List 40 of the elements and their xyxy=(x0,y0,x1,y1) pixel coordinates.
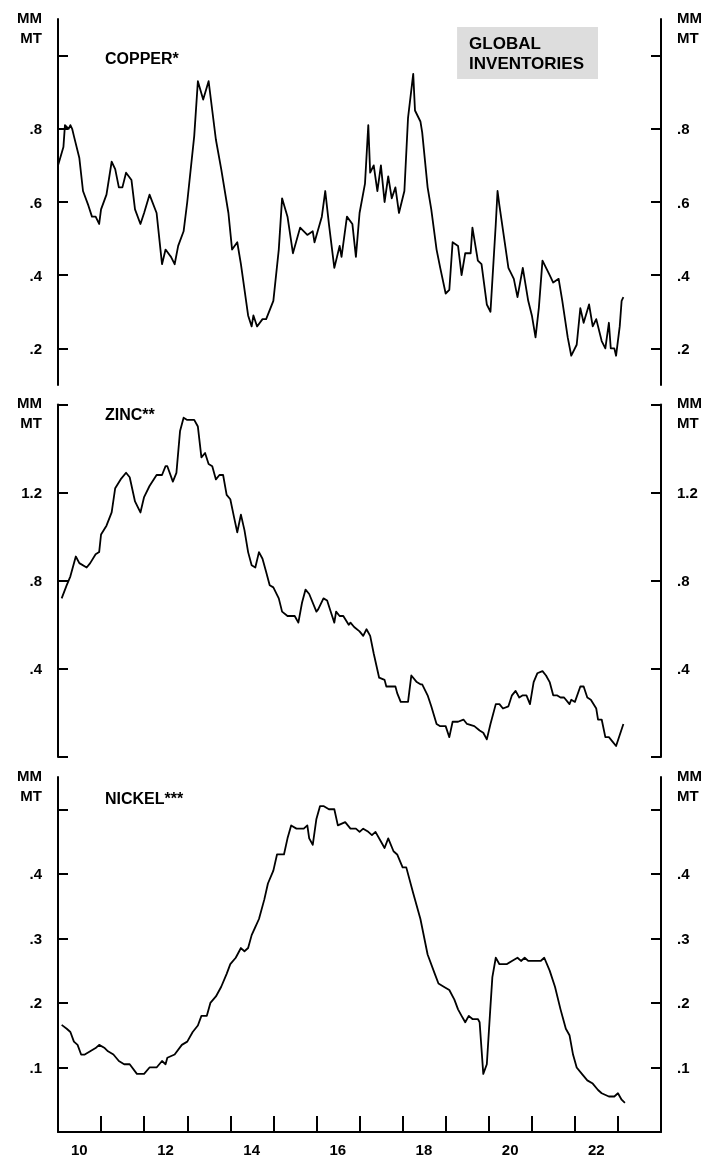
y-tick-label: 1.2 xyxy=(21,484,42,502)
x-tick-label: 10 xyxy=(71,1141,88,1158)
y2-tick-label: .6 xyxy=(677,193,690,211)
text: NICKEL*** xyxy=(105,789,185,807)
y2-axis-title: MM MT xyxy=(677,394,703,431)
x-tick-label: 14 xyxy=(243,1141,261,1158)
y2-tick-label: .2 xyxy=(677,994,690,1012)
y-tick-label: .3 xyxy=(29,929,42,947)
x-tick-label: 18 xyxy=(415,1141,433,1158)
y-tick-label: .4 xyxy=(29,660,43,678)
y2-axis-title: MM MT xyxy=(677,8,703,46)
y2-tick-label: .4 xyxy=(677,266,691,284)
x-tick-label: 20 xyxy=(501,1141,519,1158)
line-series xyxy=(60,805,626,1104)
y-tick-label: .1 xyxy=(29,1058,42,1076)
y-tick-label: .4 xyxy=(29,865,43,883)
x-tick-label: 22 xyxy=(587,1141,605,1158)
y2-tick-label: .8 xyxy=(677,572,690,590)
y2-tick-label: .4 xyxy=(677,865,691,883)
y2-tick-label: 1.2 xyxy=(677,484,698,502)
text: COPPER* xyxy=(105,49,180,67)
y-tick-label: .8 xyxy=(29,572,42,590)
y-tick-label: .6 xyxy=(29,193,42,211)
y-tick-label: .2 xyxy=(29,994,42,1012)
y-tick-label: .8 xyxy=(29,120,42,138)
y2-axis-title: MM MT xyxy=(677,766,703,804)
y2-tick-label: .3 xyxy=(677,929,690,947)
annotation: GLOBAL INVENTORIES xyxy=(469,33,584,73)
y-tick-label: .2 xyxy=(29,339,42,357)
y2-tick-label: .1 xyxy=(677,1058,690,1076)
x-tick-label: 16 xyxy=(329,1141,347,1158)
chart-title: ZINC** xyxy=(105,405,156,423)
y2-tick-label: .2 xyxy=(677,339,690,357)
y2-tick-label: .8 xyxy=(677,120,690,138)
y-tick-label: .4 xyxy=(29,266,43,284)
x-tick-label: 12 xyxy=(157,1141,174,1158)
y2-tick-label: .4 xyxy=(677,660,691,678)
y-axis-title: MM MT xyxy=(17,394,42,431)
y-axis-title: MM MT xyxy=(17,766,42,804)
y-axis-title: MM MT xyxy=(17,8,42,46)
